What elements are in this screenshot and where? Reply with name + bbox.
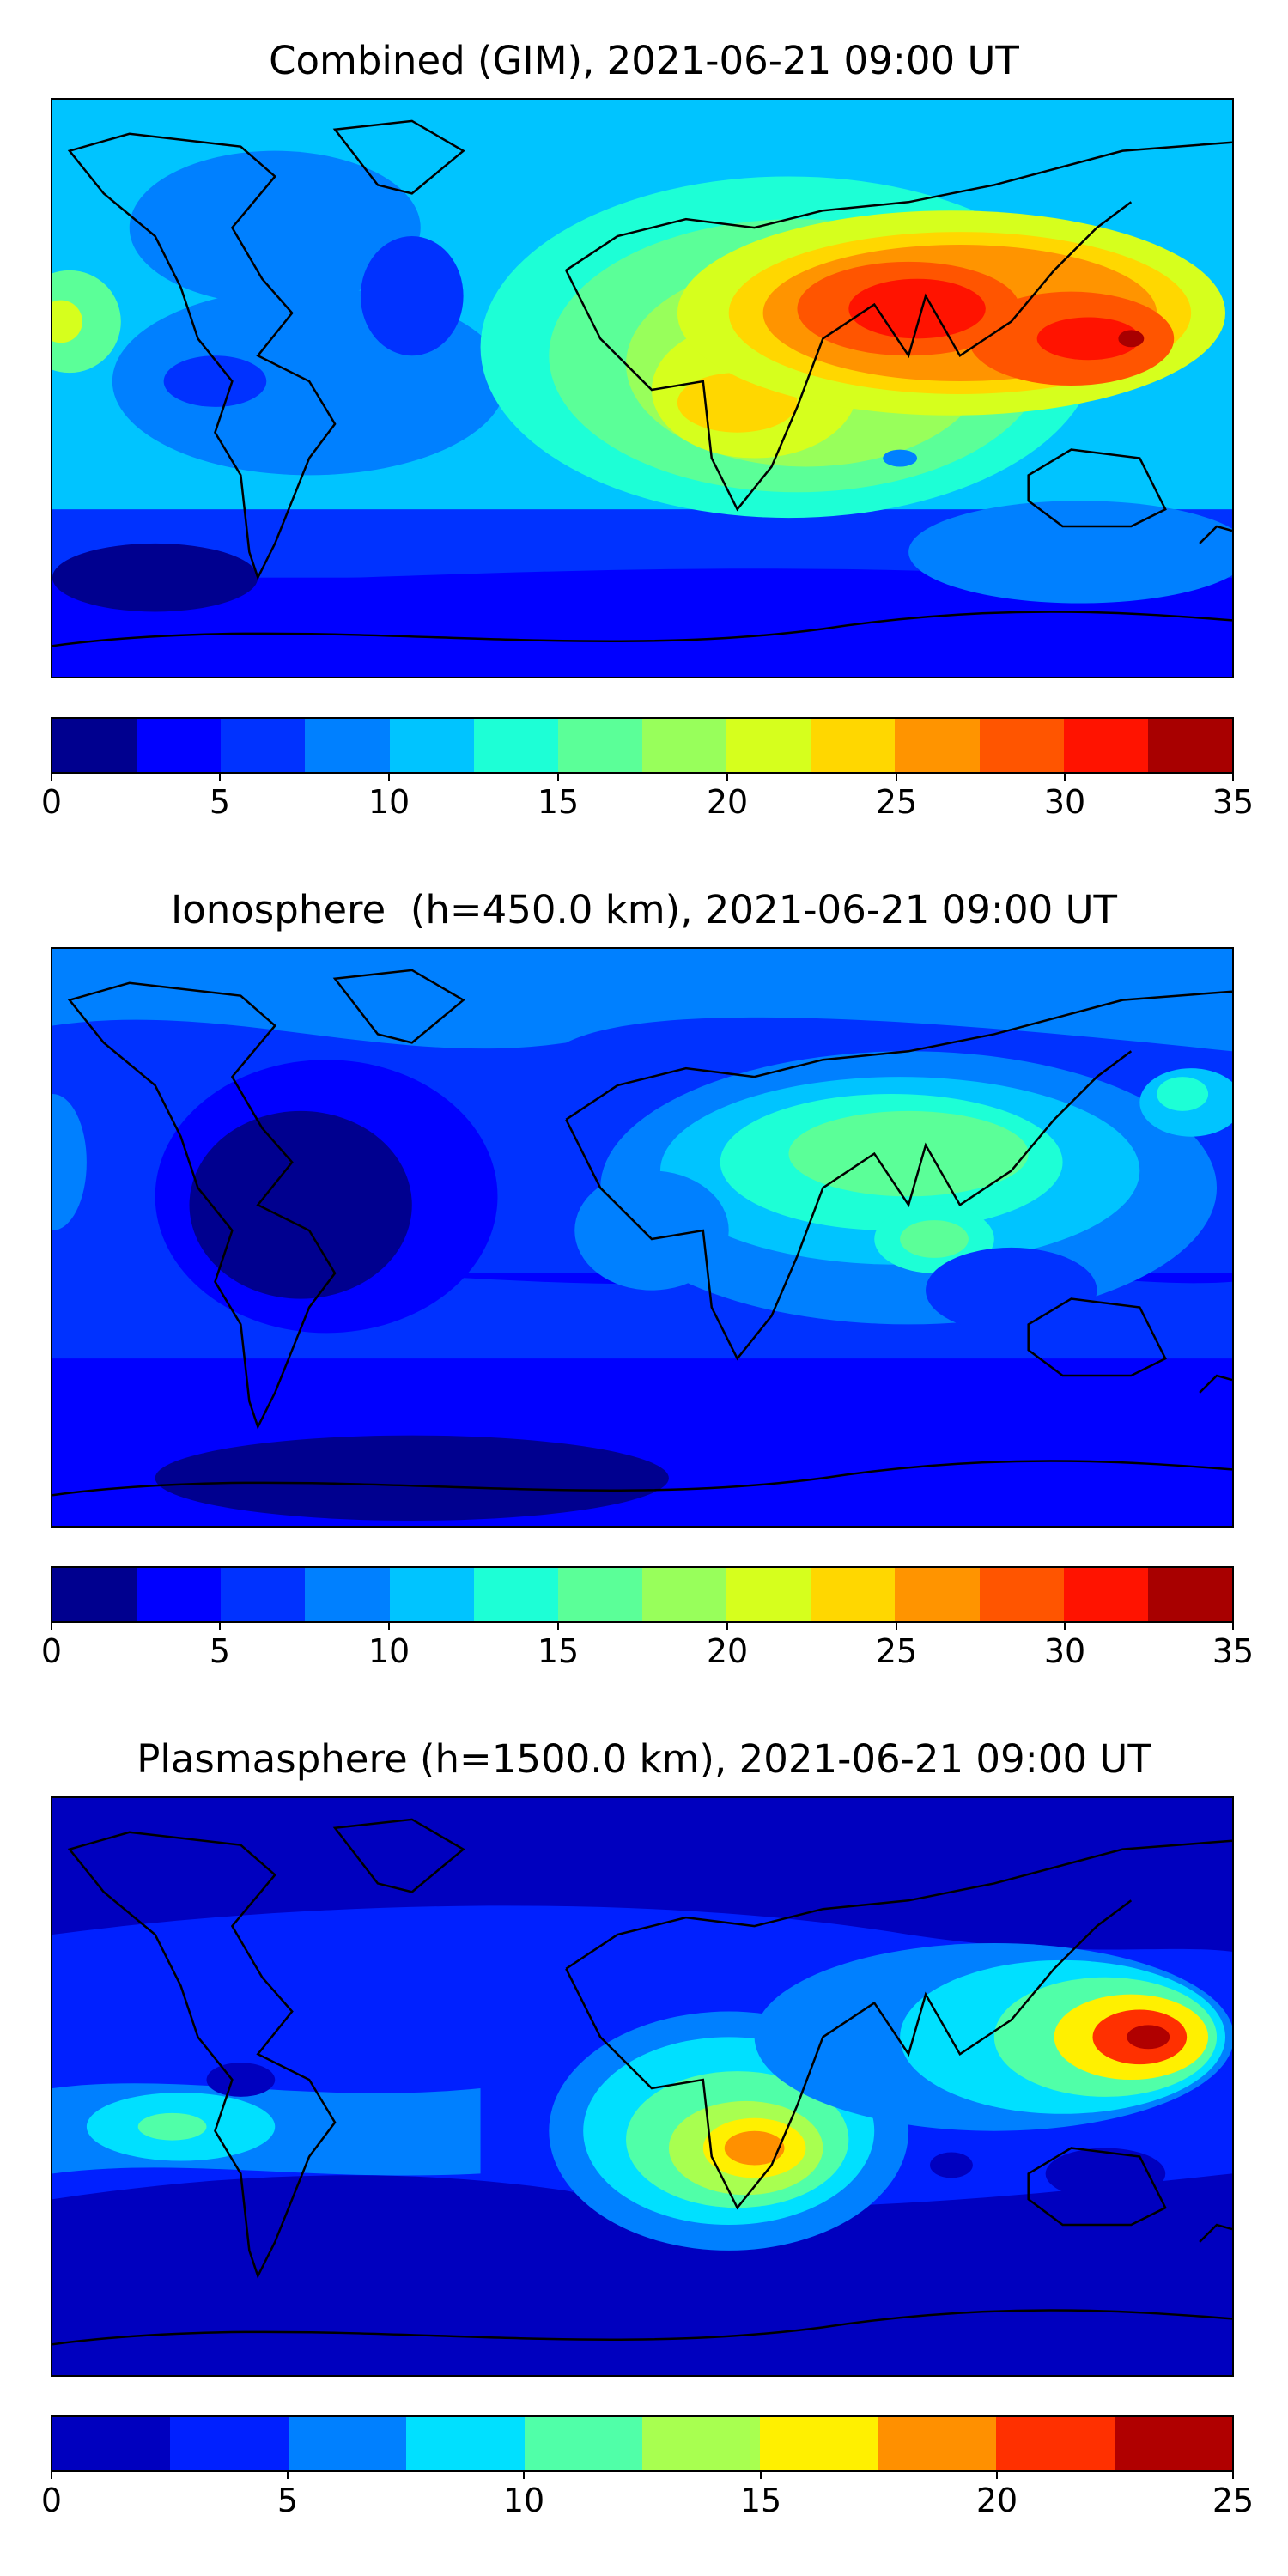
panel-2-colorbar-tick	[726, 1623, 728, 1630]
panel-1-colorbar-tick	[51, 774, 52, 781]
panel-1-colorbar-label: 10	[368, 783, 410, 821]
panel-3-colorbar-segment	[170, 2417, 289, 2470]
panel-3-colorbar-segment	[760, 2417, 878, 2470]
panel-3-colorbar-label: 25	[1212, 2482, 1255, 2519]
panel-2-colorbar-tick	[1232, 1623, 1234, 1630]
panel-1-colorbar-tick	[388, 774, 390, 781]
panel-1-colorbar-segment	[473, 719, 558, 772]
panel-1-colorbar-label: 5	[209, 783, 231, 821]
panel-1-colorbar-segment	[137, 719, 222, 772]
panel-2-colorbar	[51, 1566, 1234, 1623]
panel-2-colorbar-tick	[896, 1623, 897, 1630]
panel-2-colorbar-segment	[641, 1568, 727, 1621]
panel-1-colorbar-segment	[726, 719, 811, 772]
panel-3-colorbar-segment	[1114, 2417, 1233, 2470]
panel-2-colorbar-segment	[52, 1568, 137, 1621]
panel-3-colorbar-segment	[406, 2417, 525, 2470]
panel-2-colorbar-tick	[557, 1623, 559, 1630]
panel-3-coastlines	[52, 1818, 1232, 2346]
panel-2-colorbar-label: 15	[537, 1632, 580, 1670]
panel-3-colorbar-tick	[1232, 2472, 1234, 2479]
panel-3-colorbar-label: 5	[276, 2482, 299, 2519]
panel-1-colorbar-tick	[896, 774, 897, 781]
panel-1-contour-map	[52, 100, 1232, 677]
panel-3-colorbar-segment	[288, 2417, 407, 2470]
panel-1-colorbar-segment	[895, 719, 980, 772]
panel-2-colorbar-segment	[221, 1568, 306, 1621]
panel-3-colorbar-segment	[878, 2417, 997, 2470]
panel-2-colorbar-segment	[137, 1568, 222, 1621]
panel-1-colorbar-segment	[221, 719, 306, 772]
panel-1-colorbar-tick	[1232, 774, 1234, 781]
panel-1-colorbar-segment	[1147, 719, 1232, 772]
panel-1-coastlines	[52, 119, 1232, 647]
panel-1-colorbar-segment	[557, 719, 642, 772]
panel-3-colorbar-segment	[642, 2417, 761, 2470]
panel-3-colorbar	[51, 2415, 1234, 2472]
panel-2-colorbar-segment	[389, 1568, 474, 1621]
panel-2-colorbar-tick	[388, 1623, 390, 1630]
panel-3-colorbar-segment	[996, 2417, 1115, 2470]
panel-2-colorbar-label: 30	[1043, 1632, 1086, 1670]
panel-2-contour-map	[52, 949, 1232, 1526]
panel-3-colorbar-segment	[52, 2417, 171, 2470]
panel-3-colorbar-segment	[524, 2417, 643, 2470]
panel-1-colorbar-tick	[219, 774, 221, 781]
panel-1-colorbar-label: 30	[1043, 783, 1086, 821]
panel-2-coastlines	[52, 969, 1232, 1497]
panel-3-colorbar-label: 15	[739, 2482, 782, 2519]
panel-2-colorbar-segment	[1147, 1568, 1232, 1621]
panel-1-colorbar-segment	[979, 719, 1064, 772]
panel-2-colorbar-segment	[1063, 1568, 1148, 1621]
panel-3-title: Plasmasphere (h=1500.0 km), 2021-06-21 0…	[137, 1736, 1151, 1782]
panel-2-colorbar-label: 10	[368, 1632, 410, 1670]
panel-3-colorbar-label: 20	[975, 2482, 1018, 2519]
panel-2-colorbar-tick	[51, 1623, 52, 1630]
panel-2-title: Ionosphere (h=450.0 km), 2021-06-21 09:0…	[170, 887, 1118, 933]
panel-2-colorbar-segment	[557, 1568, 642, 1621]
panel-2-colorbar-segment	[811, 1568, 896, 1621]
panel-1-colorbar-label: 0	[40, 783, 63, 821]
panel-2-colorbar-label: 0	[40, 1632, 63, 1670]
panel-1-colorbar-label: 25	[875, 783, 918, 821]
panel-1-colorbar-segment	[811, 719, 896, 772]
panel-2-colorbar-segment	[305, 1568, 390, 1621]
panel-2-colorbar-tick	[219, 1623, 221, 1630]
panel-1-colorbar-label: 15	[537, 783, 580, 821]
panel-1-colorbar-label: 35	[1212, 783, 1255, 821]
panel-2-colorbar-label: 25	[875, 1632, 918, 1670]
panel-3-colorbar-tick	[523, 2472, 525, 2479]
panel-3-colorbar-label: 0	[40, 2482, 63, 2519]
panel-2-map	[51, 947, 1234, 1528]
panel-1-colorbar	[51, 717, 1234, 774]
panel-2-colorbar-segment	[895, 1568, 980, 1621]
panel-3-colorbar-label: 10	[502, 2482, 545, 2519]
panel-1-colorbar-tick	[1064, 774, 1066, 781]
panel-1-colorbar-segment	[1063, 719, 1148, 772]
panel-2-colorbar-segment	[979, 1568, 1064, 1621]
panel-2-colorbar-segment	[726, 1568, 811, 1621]
panel-2-colorbar-label: 20	[706, 1632, 749, 1670]
panel-1-colorbar-segment	[641, 719, 727, 772]
panel-3-colorbar-tick	[996, 2472, 998, 2479]
panel-2-colorbar-label: 5	[209, 1632, 231, 1670]
panel-1-colorbar-segment	[305, 719, 390, 772]
panel-1-map	[51, 98, 1234, 678]
panel-3-colorbar-tick	[760, 2472, 762, 2479]
panel-1-title: Combined (GIM), 2021-06-21 09:00 UT	[269, 38, 1019, 83]
panel-1-colorbar-segment	[389, 719, 474, 772]
panel-3-map	[51, 1796, 1234, 2377]
panel-3-contour-map	[52, 1798, 1232, 2375]
panel-2-colorbar-label: 35	[1212, 1632, 1255, 1670]
panel-3-colorbar-tick	[287, 2472, 289, 2479]
panel-1-colorbar-tick	[557, 774, 559, 781]
panel-1-colorbar-segment	[52, 719, 137, 772]
panel-1-colorbar-label: 20	[706, 783, 749, 821]
panel-2-colorbar-segment	[473, 1568, 558, 1621]
panel-3-colorbar-tick	[51, 2472, 52, 2479]
panel-2-colorbar-tick	[1064, 1623, 1066, 1630]
panel-1-colorbar-tick	[726, 774, 728, 781]
